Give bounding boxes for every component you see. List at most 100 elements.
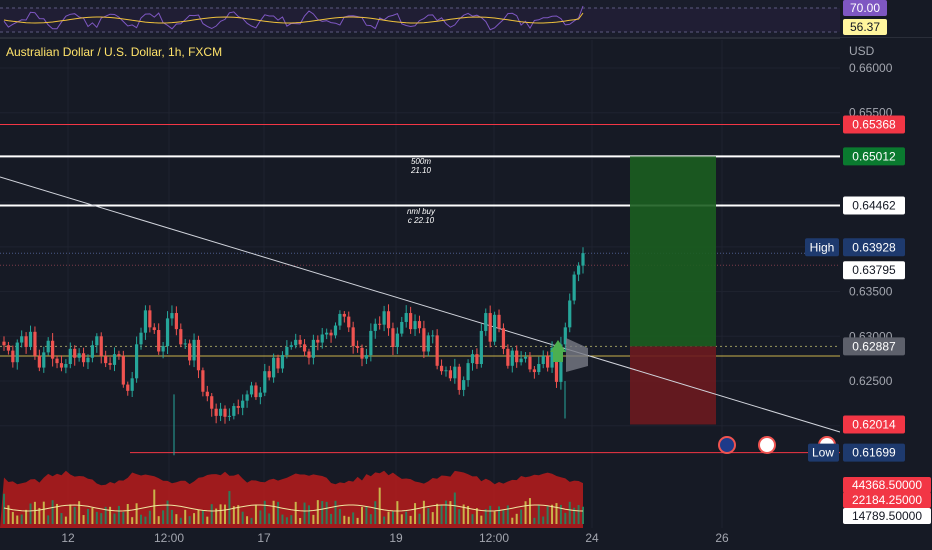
candle-body bbox=[528, 356, 532, 370]
candle-body bbox=[404, 313, 408, 322]
candle-body bbox=[218, 408, 223, 416]
candle-body bbox=[117, 354, 121, 356]
candle bbox=[325, 328, 329, 340]
candle bbox=[276, 354, 280, 374]
candle bbox=[192, 333, 196, 368]
price-tick-label: 0.66000 bbox=[849, 61, 893, 75]
volume-bar bbox=[122, 511, 125, 524]
candle bbox=[462, 376, 466, 397]
high-tag-box bbox=[805, 238, 839, 257]
candle-body bbox=[77, 353, 81, 358]
candle-body bbox=[201, 370, 205, 392]
volume-bar bbox=[422, 500, 425, 524]
volume-bar bbox=[480, 515, 483, 524]
candle bbox=[417, 315, 422, 334]
volume-bar bbox=[449, 501, 452, 524]
volume-bar bbox=[228, 491, 231, 524]
candle-body bbox=[90, 345, 94, 358]
candle-body bbox=[205, 391, 209, 397]
candle bbox=[90, 340, 94, 363]
price-tag-box bbox=[843, 261, 905, 280]
rsi-tag-box bbox=[843, 19, 887, 35]
time-tick-label: 12:00 bbox=[479, 531, 509, 545]
volume-bar bbox=[56, 503, 59, 524]
us-flag-icon[interactable] bbox=[758, 436, 776, 454]
candle bbox=[99, 332, 103, 364]
price-tag-box bbox=[843, 443, 905, 462]
volume-bar bbox=[559, 504, 562, 524]
long-position-tool[interactable] bbox=[630, 156, 716, 425]
volume-bar bbox=[303, 502, 306, 524]
time-axis[interactable] bbox=[0, 528, 932, 550]
volume-bar bbox=[7, 505, 10, 524]
buy-arrow-icon bbox=[550, 340, 566, 352]
volume-bar bbox=[29, 503, 32, 524]
candle bbox=[112, 347, 117, 372]
volume-bar bbox=[307, 505, 310, 524]
volume-bar bbox=[409, 515, 412, 524]
candle-body bbox=[236, 406, 240, 408]
candle-body bbox=[302, 344, 307, 352]
candle-body bbox=[245, 394, 249, 401]
volume-bar bbox=[272, 500, 275, 524]
candle bbox=[400, 316, 404, 337]
candle-body bbox=[369, 330, 373, 356]
candle-body bbox=[210, 396, 214, 409]
volume-bar bbox=[387, 511, 390, 524]
candle-body bbox=[537, 364, 541, 373]
price-tags: 0.65368 0.65012 0.64462 0.63928 0.63795 0.628… bbox=[805, 115, 905, 462]
candle-body bbox=[546, 355, 550, 368]
candle-body bbox=[519, 358, 523, 363]
candle-body bbox=[152, 327, 156, 331]
candle-body bbox=[272, 357, 276, 378]
rsi-line bbox=[3, 5, 584, 31]
candle-body bbox=[157, 330, 161, 352]
candle-body bbox=[576, 265, 581, 275]
candle bbox=[386, 304, 391, 336]
candle bbox=[232, 403, 236, 420]
candle-body bbox=[439, 365, 444, 372]
candle bbox=[510, 347, 514, 373]
trend-line[interactable] bbox=[0, 176, 841, 433]
candle bbox=[272, 353, 276, 383]
volume-bar bbox=[551, 504, 554, 524]
candle-body bbox=[311, 339, 315, 358]
candle bbox=[280, 351, 285, 373]
volume-bar bbox=[140, 514, 143, 524]
candle bbox=[302, 339, 307, 357]
candle bbox=[364, 348, 369, 365]
candle-body bbox=[448, 370, 453, 379]
price-tag-box bbox=[843, 238, 905, 257]
candle bbox=[501, 323, 506, 355]
candle-body bbox=[46, 340, 50, 353]
currency-label: USD bbox=[849, 44, 875, 58]
candle-body bbox=[134, 344, 139, 379]
volume-ma-line bbox=[3, 504, 584, 512]
candle bbox=[550, 341, 554, 373]
candle-body bbox=[258, 392, 262, 398]
candle bbox=[37, 349, 41, 372]
candle-body bbox=[572, 274, 576, 301]
volume-bar bbox=[493, 511, 496, 524]
volume-bar bbox=[405, 511, 408, 524]
volume-bar bbox=[232, 506, 235, 524]
candle-body bbox=[355, 346, 360, 348]
candle-body bbox=[457, 366, 461, 390]
price-tag-label: 0.65012 bbox=[852, 149, 896, 163]
volume-bar bbox=[528, 498, 531, 524]
time-tick-label: 12:00 bbox=[154, 531, 184, 545]
candle bbox=[307, 348, 311, 365]
price-tag: 0.62887 bbox=[843, 337, 905, 356]
candle bbox=[528, 352, 532, 373]
australia-flag-icon[interactable] bbox=[718, 436, 736, 454]
price-tag-label: 0.64462 bbox=[852, 199, 896, 213]
volume-bar bbox=[475, 508, 478, 524]
volume-bar bbox=[210, 504, 213, 524]
volume-bar bbox=[352, 512, 355, 524]
candle-body bbox=[307, 351, 311, 358]
price-tag: 0.65368 bbox=[843, 115, 905, 134]
price-tag: 0.62014 bbox=[843, 415, 905, 434]
candle bbox=[33, 326, 37, 360]
